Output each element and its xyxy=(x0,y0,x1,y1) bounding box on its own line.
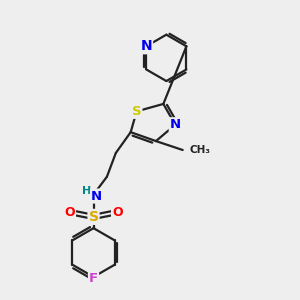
Text: S: S xyxy=(88,210,98,224)
Text: F: F xyxy=(89,272,98,285)
Text: H: H xyxy=(82,186,91,196)
Text: N: N xyxy=(170,118,181,131)
Text: O: O xyxy=(112,206,123,219)
Text: N: N xyxy=(91,190,102,202)
Text: O: O xyxy=(64,206,75,219)
Text: N: N xyxy=(140,39,152,53)
Text: S: S xyxy=(132,105,141,118)
Text: CH₃: CH₃ xyxy=(189,145,210,155)
